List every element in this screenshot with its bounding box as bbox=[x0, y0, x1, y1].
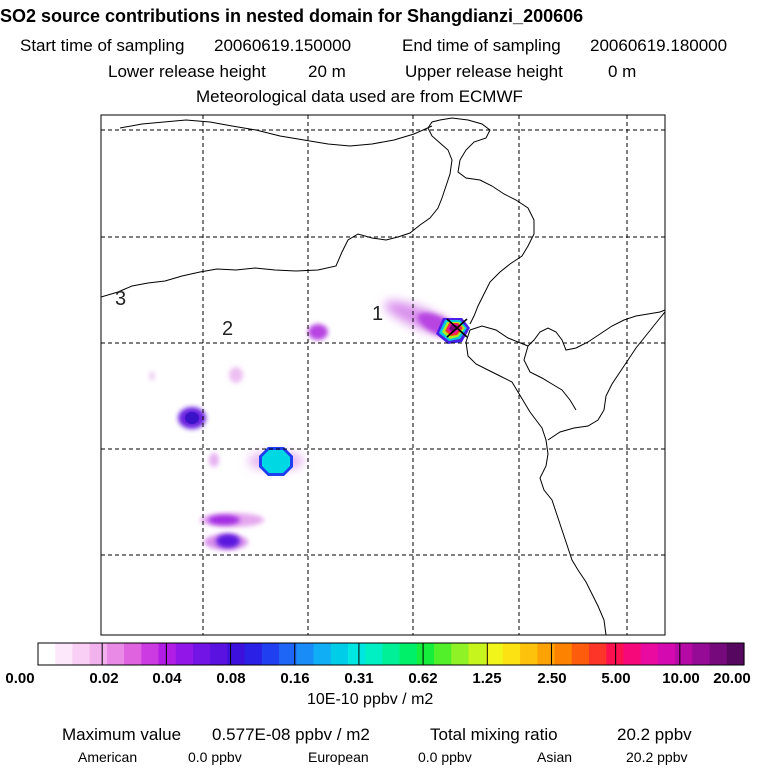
colorbar-cell bbox=[210, 643, 229, 665]
american-value: 0.0 ppbv bbox=[188, 749, 242, 765]
region-label-3: 3 bbox=[115, 288, 126, 310]
colorbar-cell bbox=[692, 643, 711, 665]
colorbar-dividers bbox=[101, 643, 681, 665]
end-time-value: 20060619.180000 bbox=[590, 36, 728, 55]
colorbar-cell bbox=[434, 643, 452, 665]
colorbar-tick-2: 0.04 bbox=[152, 670, 182, 687]
asian-value: 20.2 ppbv bbox=[626, 749, 688, 765]
colorbar-tick-9: 5.00 bbox=[601, 670, 631, 687]
plume-blob-center bbox=[209, 447, 304, 476]
colorbar-cell bbox=[158, 643, 177, 665]
plume-main bbox=[384, 301, 470, 344]
colorbar-cell bbox=[451, 643, 470, 665]
american-label: American bbox=[78, 749, 138, 765]
colorbar-tick-4: 0.16 bbox=[280, 670, 310, 687]
colorbar-tick-11: 20.00 bbox=[713, 670, 751, 687]
colorbar-cell bbox=[675, 643, 693, 665]
map-gridlines bbox=[101, 115, 665, 635]
colorbar-cell bbox=[38, 643, 56, 665]
end-time-label: End time of sampling bbox=[402, 36, 561, 55]
european-value: 0.0 ppbv bbox=[418, 749, 472, 765]
colorbar-cell bbox=[416, 643, 435, 665]
colorbar-cell bbox=[640, 643, 659, 665]
colorbar-cell bbox=[72, 643, 91, 665]
colorbar-cell bbox=[347, 643, 366, 665]
colorbar-cell bbox=[382, 643, 401, 665]
lower-height-label: Lower release height bbox=[108, 62, 266, 81]
colorbar-cell bbox=[502, 643, 521, 665]
european-label: European bbox=[308, 749, 369, 765]
colorbar-cell bbox=[554, 643, 573, 665]
receptor-cross-marker bbox=[446, 318, 468, 338]
colorbar-cell bbox=[365, 643, 383, 665]
colorbar-cell bbox=[296, 643, 315, 665]
colorbar-cell bbox=[261, 643, 280, 665]
colorbar-cell bbox=[55, 643, 74, 665]
colorbar-tick-0: 0.00 bbox=[5, 670, 35, 687]
colorbar-cell bbox=[571, 643, 590, 665]
colorbar-cell bbox=[537, 643, 556, 665]
map-borders bbox=[101, 117, 665, 635]
colorbar-cell bbox=[589, 643, 607, 665]
colorbar-tick-3: 0.08 bbox=[216, 670, 246, 687]
meteo-source: Meteorological data used are from ECMWF bbox=[196, 87, 523, 106]
max-value-label: Maximum value bbox=[62, 725, 182, 744]
colorbar-frame bbox=[37, 642, 745, 666]
chart-title: SO2 source contributions in nested domai… bbox=[0, 6, 584, 26]
plume-blob-south bbox=[200, 513, 264, 550]
colorbar-cell bbox=[279, 643, 297, 665]
colorbar bbox=[38, 643, 745, 665]
asian-label: Asian bbox=[537, 749, 573, 765]
colorbar-tick-8: 2.50 bbox=[537, 670, 567, 687]
colorbar-tick-5: 0.31 bbox=[344, 670, 374, 687]
total-mixing-label: Total mixing ratio bbox=[430, 725, 558, 744]
colorbar-unit-label: 10E-10 ppbv / m2 bbox=[307, 691, 434, 708]
colorbar-cell bbox=[89, 643, 108, 665]
colorbar-cell bbox=[244, 643, 263, 665]
colorbar-cell bbox=[485, 643, 504, 665]
colorbar-cell bbox=[192, 643, 211, 665]
colorbar-cell bbox=[313, 643, 332, 665]
lower-height-value: 20 m bbox=[308, 62, 346, 81]
region-label-2: 2 bbox=[222, 318, 233, 340]
colorbar-cell bbox=[709, 643, 728, 665]
colorbar-cell bbox=[657, 643, 676, 665]
colorbar-cell bbox=[124, 643, 142, 665]
colorbar-cell bbox=[175, 643, 194, 665]
upper-height-value: 0 m bbox=[608, 62, 637, 81]
plume-blob-west bbox=[149, 367, 243, 429]
map-frame bbox=[100, 114, 666, 636]
region-label-1: 1 bbox=[372, 303, 383, 325]
colorbar-cell bbox=[726, 643, 745, 665]
total-mixing-value: 20.2 ppbv bbox=[617, 725, 692, 744]
colorbar-cell bbox=[520, 643, 538, 665]
colorbar-tick-6: 0.62 bbox=[408, 670, 438, 687]
colorbar-cell bbox=[330, 643, 349, 665]
upper-height-label: Upper release height bbox=[405, 62, 563, 81]
colorbar-cell bbox=[227, 643, 246, 665]
colorbar-cell bbox=[141, 643, 160, 665]
plume-blob-region2 bbox=[308, 324, 328, 340]
colorbar-cell bbox=[623, 643, 642, 665]
colorbar-cell bbox=[106, 643, 125, 665]
colorbar-tick-10: 10.00 bbox=[662, 670, 700, 687]
colorbar-tick-7: 1.25 bbox=[472, 670, 502, 687]
colorbar-cell bbox=[399, 643, 418, 665]
colorbar-cell bbox=[468, 643, 487, 665]
colorbar-tick-1: 0.02 bbox=[89, 670, 119, 687]
max-value: 0.577E-08 ppbv / m2 bbox=[212, 725, 370, 744]
start-time-value: 20060619.150000 bbox=[214, 36, 352, 55]
start-time-label: Start time of sampling bbox=[20, 36, 185, 55]
